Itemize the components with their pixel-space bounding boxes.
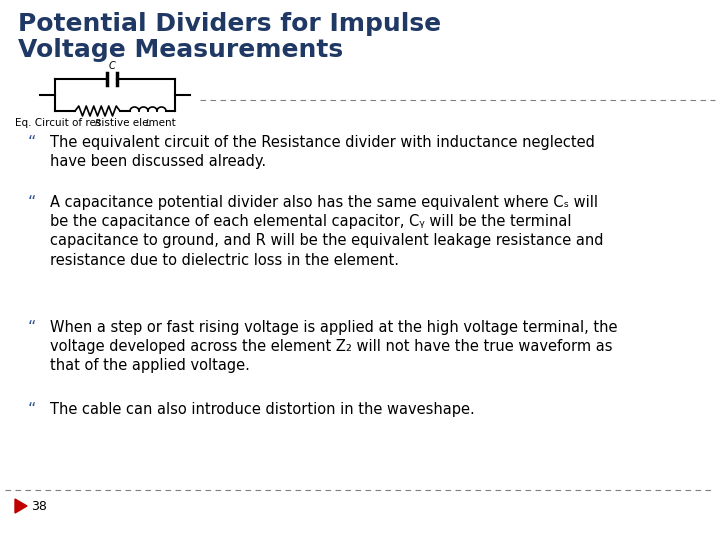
Text: The cable can also introduce distortion in the waveshape.: The cable can also introduce distortion … xyxy=(50,402,474,417)
Text: Potential Dividers for Impulse: Potential Dividers for Impulse xyxy=(18,12,441,36)
Text: “: “ xyxy=(28,402,37,417)
Text: C: C xyxy=(109,61,115,71)
Text: “: “ xyxy=(28,135,37,150)
Text: “: “ xyxy=(28,320,37,335)
Text: “: “ xyxy=(28,195,37,210)
Polygon shape xyxy=(15,499,27,513)
Text: When a step or fast rising voltage is applied at the high voltage terminal, the
: When a step or fast rising voltage is ap… xyxy=(50,320,618,373)
Text: Eq. Circuit of resistive element: Eq. Circuit of resistive element xyxy=(15,118,176,128)
Text: 38: 38 xyxy=(31,500,47,512)
Text: L: L xyxy=(145,119,150,128)
Text: R: R xyxy=(94,119,101,128)
Text: Voltage Measurements: Voltage Measurements xyxy=(18,38,343,62)
Text: The equivalent circuit of the Resistance divider with inductance neglected
have : The equivalent circuit of the Resistance… xyxy=(50,135,595,169)
Text: A capacitance potential divider also has the same equivalent where Cₛ will
be th: A capacitance potential divider also has… xyxy=(50,195,603,268)
